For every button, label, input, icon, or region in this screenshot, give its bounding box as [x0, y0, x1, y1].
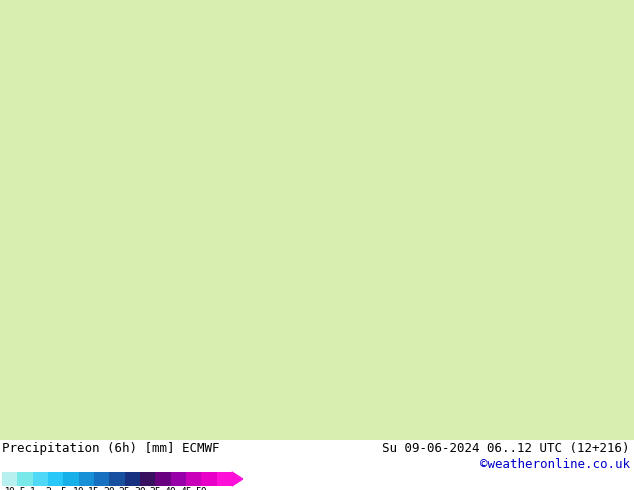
- Text: 45: 45: [180, 487, 192, 490]
- Bar: [33, 472, 48, 486]
- Text: 30: 30: [134, 487, 146, 490]
- Text: 5: 5: [60, 487, 67, 490]
- Bar: [186, 472, 202, 486]
- Text: 40: 40: [165, 487, 176, 490]
- Bar: [63, 472, 79, 486]
- Text: Precipitation (6h) [mm] ECMWF: Precipitation (6h) [mm] ECMWF: [2, 442, 219, 455]
- Bar: [17, 472, 33, 486]
- Text: 2: 2: [45, 487, 51, 490]
- Bar: [171, 472, 186, 486]
- Bar: [79, 472, 94, 486]
- Text: 50: 50: [195, 487, 207, 490]
- Text: Su 09-06-2024 06..12 UTC (12+216): Su 09-06-2024 06..12 UTC (12+216): [382, 442, 630, 455]
- Bar: [202, 472, 217, 486]
- Bar: [2, 472, 17, 486]
- Polygon shape: [232, 472, 243, 486]
- Bar: [125, 472, 140, 486]
- Text: 20: 20: [103, 487, 115, 490]
- Text: 15: 15: [88, 487, 100, 490]
- Bar: [109, 472, 125, 486]
- Text: 0.5: 0.5: [8, 487, 26, 490]
- Bar: [48, 472, 63, 486]
- Text: 35: 35: [150, 487, 161, 490]
- Text: 10: 10: [73, 487, 84, 490]
- Text: ©weatheronline.co.uk: ©weatheronline.co.uk: [480, 458, 630, 471]
- Text: 1: 1: [30, 487, 36, 490]
- Bar: [155, 472, 171, 486]
- Bar: [140, 472, 155, 486]
- Text: 0.1: 0.1: [0, 487, 11, 490]
- Bar: [217, 472, 232, 486]
- Text: 25: 25: [119, 487, 131, 490]
- Bar: [94, 472, 109, 486]
